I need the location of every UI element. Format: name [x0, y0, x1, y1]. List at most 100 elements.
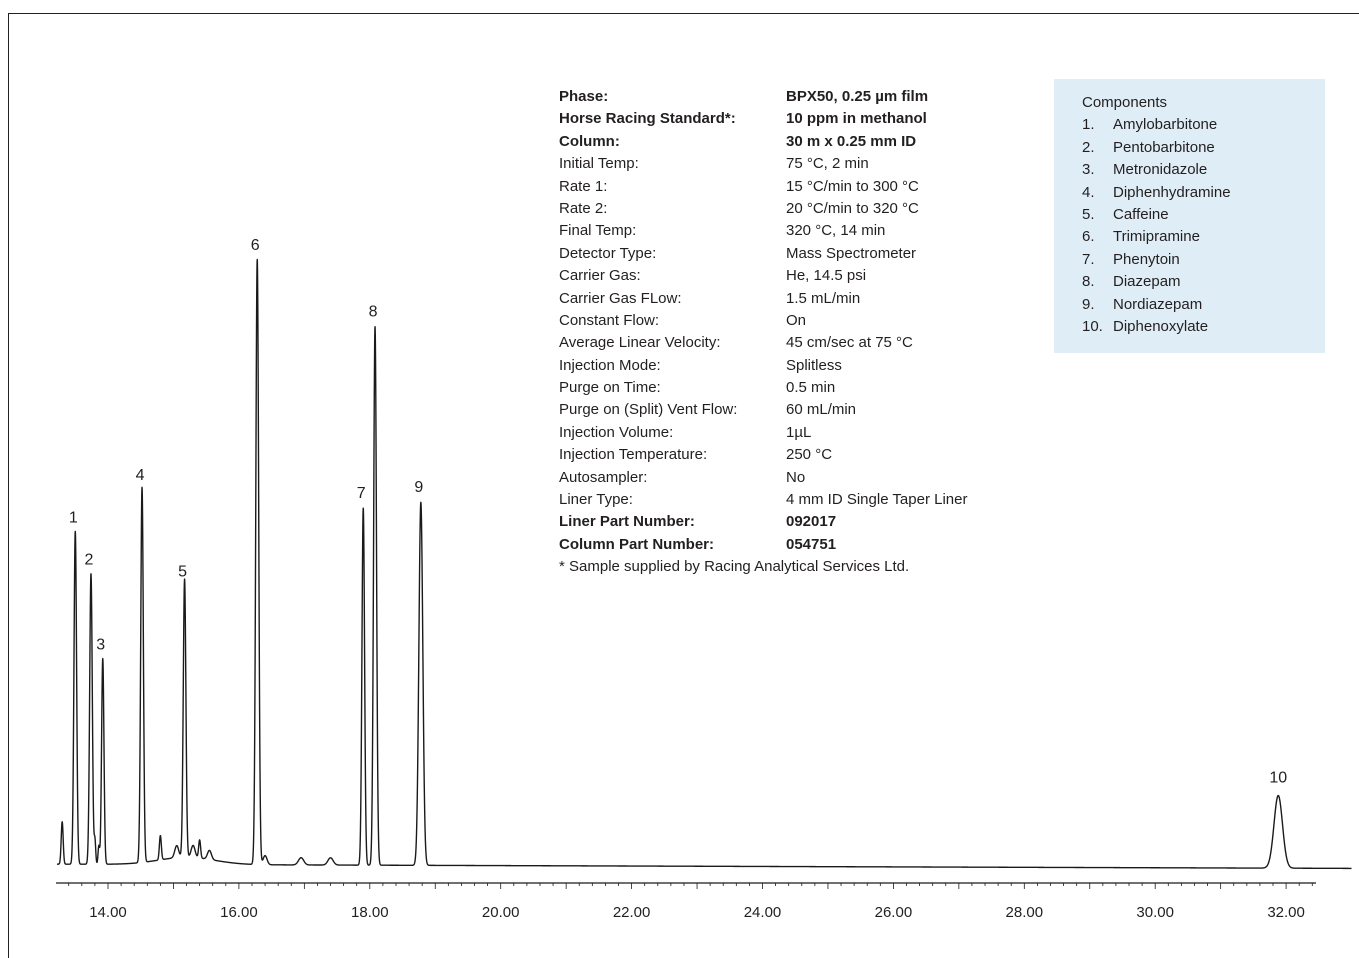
component-number: 9.	[1082, 295, 1095, 313]
x-tick-label: 28.00	[1006, 904, 1044, 921]
parameter-value: 0.5 min	[786, 379, 836, 397]
parameter-label: Phase:	[559, 88, 609, 105]
parameter-row: Column: 30 m x 0.25 mm ID	[559, 131, 967, 153]
peak-label: 10	[1269, 769, 1287, 786]
parameter-label: Rate 1:	[559, 177, 608, 195]
parameter-label: Autosampler:	[559, 468, 648, 486]
parameter-value: On	[786, 311, 807, 329]
parameter-row: Injection Temperature: 250 °C	[559, 444, 967, 466]
parameter-row: Horse Racing Standard*: 10 ppm in methano…	[559, 108, 967, 130]
parameter-label: Carrier Gas:	[559, 267, 641, 285]
x-tick-label: 20.00	[482, 904, 520, 921]
parameter-row: Average Linear Velocity: 45 cm/sec at 75 …	[559, 332, 967, 354]
parameter-label: Purge on Time:	[559, 379, 661, 397]
chromatogram-trace	[56, 258, 1353, 870]
parameter-value: 250 °C	[786, 446, 833, 464]
component-item: 9. Nordiazepam	[1082, 294, 1325, 316]
parameter-row: Carrier Gas: He, 14.5 psi	[559, 265, 967, 287]
parameter-row: Injection Mode: Splitless	[559, 355, 967, 377]
component-name: Trimipramine	[1113, 228, 1200, 246]
component-number: 4.	[1082, 183, 1095, 201]
component-name: Diphenhydramine	[1113, 183, 1231, 201]
x-tick-label: 24.00	[744, 904, 782, 921]
parameter-row: Rate 2: 20 °C/min to 320 °C	[559, 198, 967, 220]
parameter-label: Liner Type:	[559, 491, 633, 509]
component-item: 1. Amylobarbitone	[1082, 114, 1325, 136]
component-name: Amylobarbitone	[1113, 116, 1218, 134]
parameter-row: Injection Volume: 1µL	[559, 422, 967, 444]
component-item: 7. Phenytoin	[1082, 249, 1325, 271]
parameter-row: Rate 1: 15 °C/min to 300 °C	[559, 176, 967, 198]
parameter-label: Purge on (Split) Vent Flow:	[559, 401, 738, 419]
x-tick-label: 14.00	[89, 904, 127, 921]
parameter-label: Liner Part Number:	[559, 513, 695, 531]
parameter-row: Liner Type: 4 mm ID Single Taper Liner	[559, 489, 967, 511]
parameter-value: 15 °C/min to 300 °C	[786, 177, 919, 195]
parameter-row: Autosampler: No	[559, 467, 967, 489]
x-tick-label: 18.00	[351, 904, 389, 921]
parameter-value: Mass Spectrometer	[786, 244, 917, 262]
components-legend: Components 1. Amylobarbitone 2. Pentobarbit…	[1054, 79, 1325, 353]
components-list: 1. Amylobarbitone 2. Pentobarbitone 3. Metron…	[1082, 114, 1325, 338]
parameter-row: Purge on Time: 0.5 min	[559, 377, 967, 399]
parameter-value: 4 mm ID Single Taper Liner	[786, 491, 968, 509]
parameter-row: Liner Part Number: 092017	[559, 511, 967, 533]
parameter-value: 45 cm/sec at 75 °C	[786, 334, 913, 352]
peak-labels: 1 2 3 4 5 6 7 8 9 10	[69, 237, 1287, 786]
parameter-label: Column:	[559, 132, 620, 150]
component-item: 5. Caffeine	[1082, 204, 1325, 226]
parameter-label: Final Temp:	[559, 222, 637, 240]
component-number: 1.	[1082, 116, 1095, 134]
parameter-row: Purge on (Split) Vent Flow: 60 mL/min	[559, 399, 967, 421]
peak-label: 2	[85, 552, 94, 569]
component-number: 10.	[1082, 317, 1103, 335]
peak-label: 4	[136, 467, 145, 484]
components-title: Components	[1082, 94, 1168, 111]
component-item: 3. Metronidazole	[1082, 159, 1325, 181]
footnote: * Sample supplied by Racing Analytical S…	[559, 558, 910, 576]
component-name: Diazepam	[1113, 273, 1181, 291]
parameter-label: Rate 2:	[559, 199, 608, 217]
component-item: 2. Pentobarbitone	[1082, 137, 1325, 159]
peak-label: 5	[178, 564, 187, 581]
parameter-row: Detector Type: Mass Spectrometer	[559, 243, 967, 265]
component-name: Caffeine	[1113, 205, 1169, 223]
parameter-row: Column Part Number: 054751	[559, 534, 967, 556]
chromatogram-trace-group	[56, 258, 1353, 870]
parameter-value: 092017	[786, 513, 837, 531]
parameter-value: He, 14.5 psi	[786, 267, 867, 285]
component-number: 8.	[1082, 273, 1095, 291]
component-name: Nordiazepam	[1113, 295, 1203, 313]
peak-label: 1	[69, 509, 78, 526]
parameter-row: Carrier Gas FLow: 1.5 mL/min	[559, 288, 967, 310]
component-number: 3.	[1082, 161, 1095, 179]
component-name: Phenytoin	[1113, 250, 1180, 268]
parameter-row: Constant Flow: On	[559, 310, 967, 332]
component-item: 6. Trimipramine	[1082, 226, 1325, 248]
parameter-label: Constant Flow:	[559, 311, 660, 329]
component-item: 8. Diazepam	[1082, 271, 1325, 293]
x-tick-label: 22.00	[613, 904, 651, 921]
parameter-value: 75 °C, 2 min	[786, 155, 869, 173]
parameter-value: 054751	[786, 535, 837, 553]
component-number: 7.	[1082, 250, 1095, 268]
parameter-row: Final Temp: 320 °C, 14 min	[559, 220, 967, 242]
peak-label: 9	[414, 479, 423, 496]
parameter-value: BPX50, 0.25 µm film	[786, 88, 929, 105]
parameter-label: Average Linear Velocity:	[559, 334, 721, 352]
x-axis: 14.00 16.00 18.00 20.00 22.00 24.00 26.00 28.00…	[56, 882, 1316, 921]
x-tick-label: 32.00	[1267, 904, 1305, 921]
peak-label: 3	[96, 636, 105, 653]
parameter-label: Column Part Number:	[559, 535, 715, 553]
parameter-label: Injection Temperature:	[559, 446, 708, 464]
x-tick-label: 16.00	[220, 904, 258, 921]
peak-label: 8	[369, 304, 378, 321]
component-name: Diphenoxylate	[1113, 317, 1209, 335]
parameter-value: 20 °C/min to 320 °C	[786, 199, 919, 217]
x-tick-label: 26.00	[875, 904, 913, 921]
method-parameters: Phase: BPX50, 0.25 µm film Horse Racing St…	[559, 86, 967, 579]
parameter-value: 1µL	[786, 423, 812, 441]
parameter-value: 10 ppm in methanol	[786, 110, 927, 128]
x-tick-label: 30.00	[1136, 904, 1174, 921]
